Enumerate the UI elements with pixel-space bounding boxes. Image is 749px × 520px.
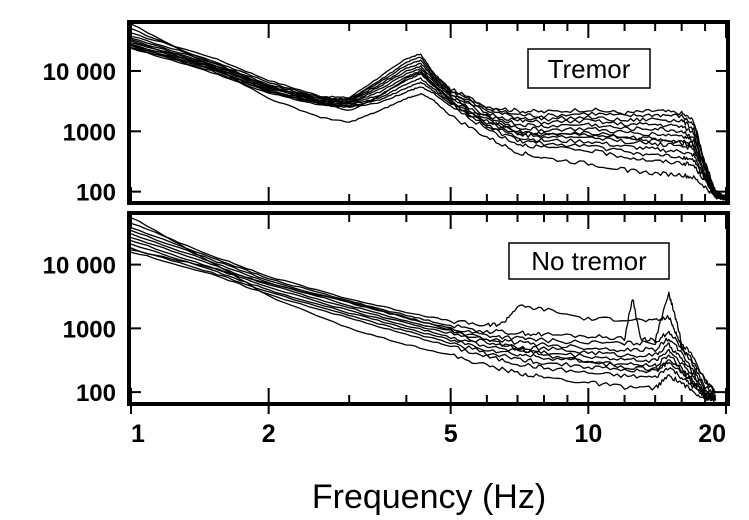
no-tremor-spectrum-2 [130, 227, 717, 394]
tremor-y-tick-label-0: 100 [76, 180, 116, 207]
no-tremor-panel-frame [127, 211, 730, 406]
no-tremor-spectrum-1 [130, 222, 717, 393]
x-tick-label-10: 10 [574, 420, 602, 448]
no-tremor-traces [130, 217, 717, 403]
tremor-y-tick-label-2: 10 000 [43, 59, 116, 86]
tremor-spectrum-1 [130, 32, 727, 199]
tremor-y-tick-label-1: 1000 [63, 119, 116, 146]
tremor-y-ticks: 100 1000 10 000 [43, 59, 728, 207]
no-tremor-label: No tremor [531, 246, 647, 276]
tremor-spectrum-3 [130, 37, 727, 198]
x-axis-title: Frequency (Hz) [312, 478, 546, 516]
no-tremor-spectrum-6 [130, 239, 716, 400]
tremor-spectrum-6 [130, 42, 727, 199]
no-tremor-y-tick-label-1: 1000 [63, 316, 116, 343]
tremor-spectrum-10 [130, 46, 727, 201]
tremor-label-box [527, 48, 651, 89]
no-tremor-y-ticks: 100 1000 10 000 [43, 253, 728, 407]
x-tick-label-2: 2 [262, 420, 276, 448]
no-tremor-spectrum-11 [130, 249, 717, 401]
tremor-label: Tremor [548, 54, 631, 84]
no-tremor-spectrum-10 [130, 217, 717, 402]
no-tremor-y-tick-label-0: 100 [76, 380, 116, 407]
tremor-spectrum-8 [130, 44, 727, 200]
no-tremor-spectrum-5 [130, 236, 717, 399]
no-tremor-y-tick-label-2: 10 000 [43, 253, 116, 280]
x-tick-label-20: 20 [698, 420, 726, 448]
tremor-spectrum-4 [130, 38, 727, 198]
x-tick-labels: 1 2 5 10 20 [130, 404, 727, 448]
no-tremor-label-box [508, 242, 670, 280]
no-tremor-spectrum-7 [130, 243, 716, 401]
no-tremor-spectrum-9 [130, 251, 717, 403]
x-tick-label-5: 5 [444, 420, 458, 448]
tremor-spectrum-2 [130, 35, 727, 198]
tremor-x-ticks [130, 22, 727, 203]
tremor-spectrum-7 [130, 43, 727, 200]
tremor-spectrum-12 [130, 23, 727, 201]
no-tremor-x-ticks [130, 213, 727, 404]
x-tick-label-1: 1 [131, 420, 145, 448]
no-tremor-panel: 100 1000 10 000 No tremor [43, 211, 730, 407]
tremor-panel: 100 1000 10 000 Tremor [43, 20, 730, 207]
tremor-panel-frame [127, 20, 730, 205]
no-tremor-spectrum-4 [130, 233, 717, 398]
tremor-traces [130, 23, 727, 201]
tremor-spectrum-13 [130, 27, 727, 200]
